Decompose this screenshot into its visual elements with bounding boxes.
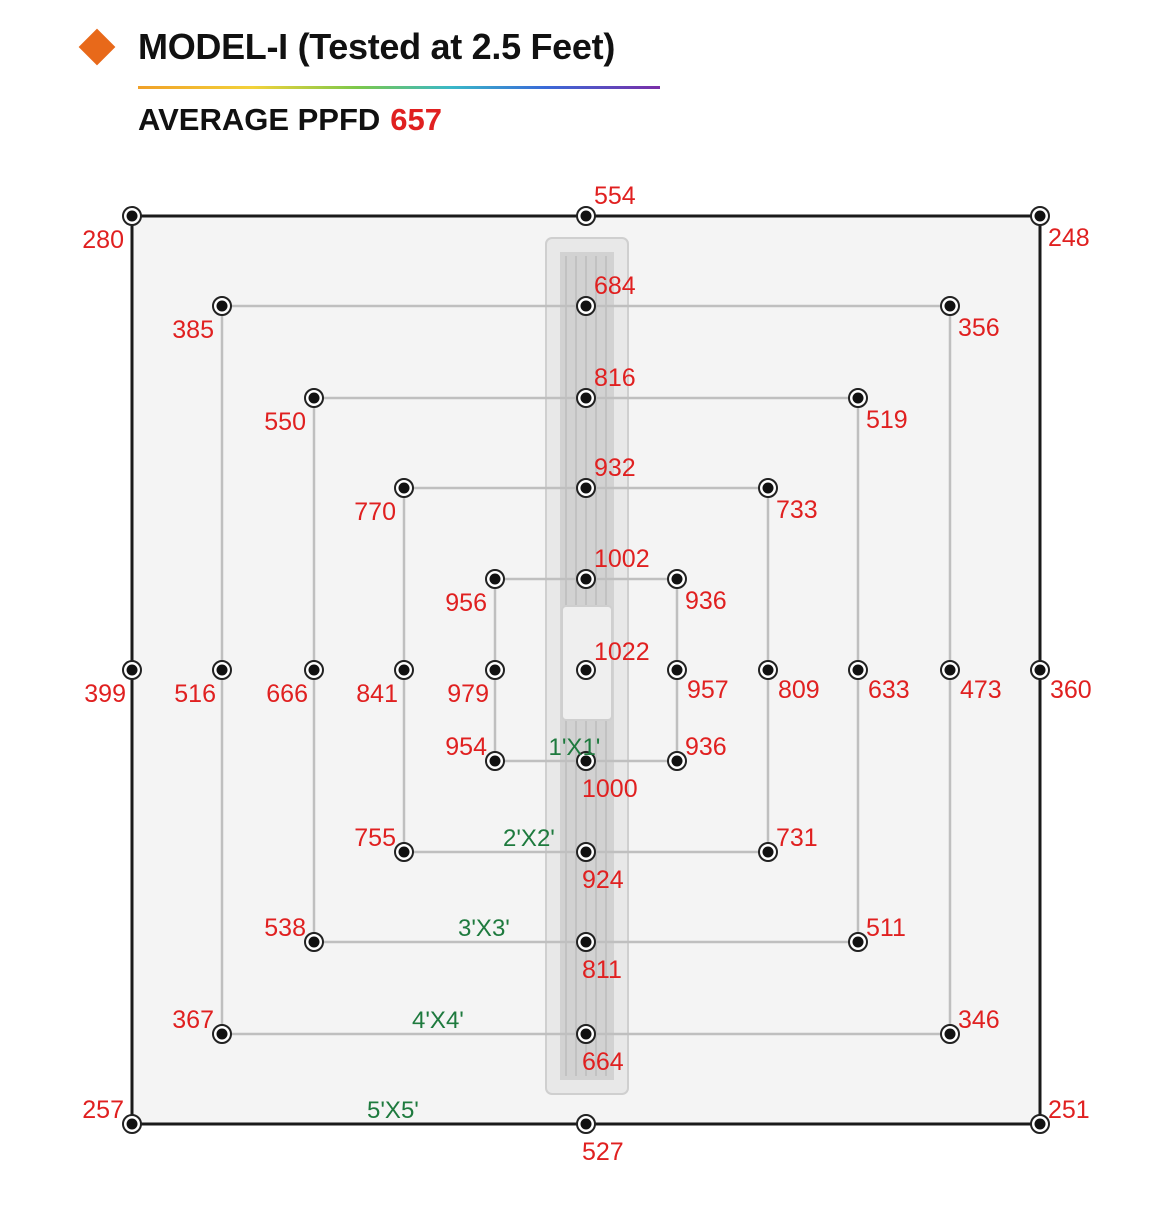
measurement-point-5-ml <box>485 660 505 680</box>
measurement-point-2-bl <box>212 1024 232 1044</box>
average-ppfd-label: AVERAGE PPFD <box>138 102 381 137</box>
zone-size-label: 5'X5' <box>367 1097 419 1124</box>
measurement-point-1-bl <box>122 1114 142 1134</box>
measurement-point-2-tl <box>212 296 232 316</box>
measurement-point-5-tr <box>667 569 687 589</box>
measurement-point-3-tr <box>848 388 868 408</box>
diamond-bullet-icon <box>78 28 116 66</box>
value-label: 356 <box>958 314 1000 342</box>
measurement-point-5-tl <box>485 569 505 589</box>
measurement-point-4-mr <box>758 660 778 680</box>
value-label: 924 <box>582 866 624 894</box>
value-label: 554 <box>594 182 636 210</box>
measurement-point-4-br <box>758 842 778 862</box>
measurement-point-3-bc <box>576 932 596 952</box>
value-label: 755 <box>354 824 396 852</box>
value-label: 633 <box>868 676 910 704</box>
measurement-point-1-ml <box>122 660 142 680</box>
header: MODEL-I (Tested at 2.5 Feet) AVERAGE PPF… <box>0 0 1154 160</box>
value-label: 811 <box>582 956 622 984</box>
measurement-point-3-tc <box>576 388 596 408</box>
ppfd-map: 280 248 554 399 360 257 251 527 5'X5' 385 356 684 51… <box>82 182 1092 1166</box>
value-label: 511 <box>866 914 906 942</box>
zone-size-label: 1'X1' <box>549 734 601 761</box>
page-title: MODEL-I (Tested at 2.5 Feet) <box>138 26 616 67</box>
measurement-point-3-bl <box>304 932 324 952</box>
measurement-point-4-bc <box>576 842 596 862</box>
measurement-point-center <box>576 660 596 680</box>
measurement-point-1-tr <box>1030 206 1050 226</box>
value-label: 257 <box>82 1096 124 1124</box>
value-label: 360 <box>1050 676 1092 704</box>
measurement-point-1-bc <box>576 1114 596 1134</box>
measurement-point-5-bc <box>576 751 596 771</box>
value-label: 385 <box>172 316 214 344</box>
measurement-point-1-tc <box>576 206 596 226</box>
average-ppfd-value: 657 <box>390 102 443 137</box>
value-label: 346 <box>958 1006 1000 1034</box>
measurement-point-2-br <box>940 1024 960 1044</box>
value-label: 809 <box>778 676 820 704</box>
value-label: 251 <box>1048 1096 1090 1124</box>
value-label: 473 <box>960 676 1002 704</box>
zone-size-label: 2'X2' <box>503 825 555 852</box>
value-label: 684 <box>594 272 636 300</box>
value-label: 248 <box>1048 224 1090 252</box>
zone-size-label: 3'X3' <box>458 915 510 942</box>
value-label: 733 <box>776 496 818 524</box>
value-label: 936 <box>685 733 727 761</box>
value-label: 538 <box>264 914 306 942</box>
value-label: 1000 <box>582 775 638 803</box>
measurement-point-4-tl <box>394 478 414 498</box>
measurement-point-5-mr <box>667 660 687 680</box>
value-label: 666 <box>266 680 308 708</box>
value-label: 367 <box>172 1006 214 1034</box>
value-label: 957 <box>687 676 729 704</box>
measurement-point-3-mr <box>848 660 868 680</box>
measurement-point-3-tl <box>304 388 324 408</box>
measurement-point-2-mr <box>940 660 960 680</box>
value-label: 731 <box>776 824 818 852</box>
value-label: 1002 <box>594 545 650 573</box>
measurement-point-1-tl <box>122 206 142 226</box>
measurement-point-4-tr <box>758 478 778 498</box>
measurement-point-4-ml <box>394 660 414 680</box>
measurement-point-5-br <box>667 751 687 771</box>
value-label: 979 <box>447 680 489 708</box>
value-label: 519 <box>866 406 908 434</box>
rainbow-divider <box>138 86 660 89</box>
value-label: 550 <box>264 408 306 436</box>
measurement-point-3-ml <box>304 660 324 680</box>
value-label: 932 <box>594 454 636 482</box>
average-ppfd: AVERAGE PPFD 657 <box>138 102 442 138</box>
value-label: 956 <box>445 589 487 617</box>
value-label: 816 <box>594 364 636 392</box>
measurement-point-3-br <box>848 932 868 952</box>
value-label: 664 <box>582 1048 624 1076</box>
value-label: 954 <box>445 733 487 761</box>
zone-size-label: 4'X4' <box>412 1007 464 1034</box>
measurement-point-5-tc <box>576 569 596 589</box>
measurement-point-5-bl <box>485 751 505 771</box>
measurement-point-4-tc <box>576 478 596 498</box>
value-label: 770 <box>354 498 396 526</box>
measurement-point-1-mr <box>1030 660 1050 680</box>
value-label: 399 <box>84 680 126 708</box>
value-label: 516 <box>174 680 216 708</box>
value-label: 280 <box>82 226 124 254</box>
measurement-point-2-tr <box>940 296 960 316</box>
value-label: 841 <box>356 680 398 708</box>
measurement-point-1-br <box>1030 1114 1050 1134</box>
center-value-label: 1022 <box>594 638 650 666</box>
measurement-point-2-tc <box>576 296 596 316</box>
value-label: 936 <box>685 587 727 615</box>
measurement-point-2-bc <box>576 1024 596 1044</box>
value-label: 527 <box>582 1138 624 1166</box>
measurement-point-4-bl <box>394 842 414 862</box>
measurement-point-2-ml <box>212 660 232 680</box>
